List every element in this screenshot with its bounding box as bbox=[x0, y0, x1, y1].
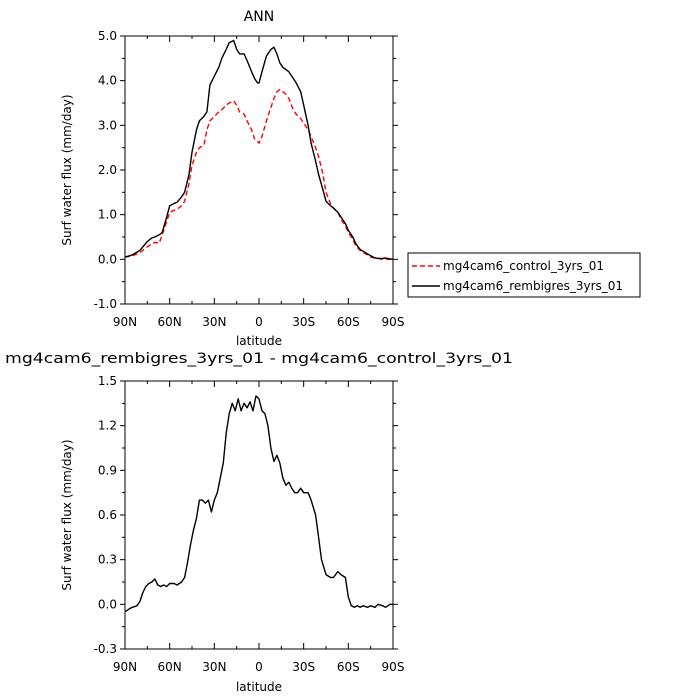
legend-label-rembigres: mg4cam6_rembigres_3yrs_01 bbox=[443, 279, 623, 293]
bottom-x-tick-label: 60S bbox=[337, 660, 360, 674]
top-panel-title: ANN bbox=[244, 9, 275, 25]
bottom-y-tick-label: 0.6 bbox=[98, 508, 117, 522]
bottom-y-tick-label: -0.3 bbox=[94, 642, 117, 656]
bottom-plot-frame bbox=[124, 380, 394, 650]
bottom-x-axis-label: latitude bbox=[236, 680, 282, 694]
top-x-tick-label: 30S bbox=[292, 315, 315, 329]
top-panel: ANN 90N 60N 30N 0 30S 60S 90S -1.0 0.0 1.0 2.0 3.0 4… bbox=[60, 9, 404, 348]
bottom-y-axis-label: Surf water flux (mm/day) bbox=[60, 439, 74, 590]
legend-label-control: mg4cam6_control_3yrs_01 bbox=[443, 259, 604, 273]
top-x-axis-label: latitude bbox=[236, 334, 282, 348]
top-y-tick-label: 2.0 bbox=[98, 163, 117, 177]
top-series-line-1 bbox=[124, 39, 394, 260]
legend-box bbox=[407, 252, 641, 298]
top-plot-frame bbox=[124, 35, 394, 305]
bottom-x-tick-label: 90S bbox=[382, 660, 405, 674]
bottom-y-tick-label: 1.5 bbox=[98, 374, 117, 388]
bottom-y-tick-label: 1.2 bbox=[98, 419, 117, 433]
bottom-x-tick-label: 60N bbox=[158, 660, 182, 674]
top-y-tick-label: 5.0 bbox=[98, 29, 117, 43]
top-y-tick-label: 3.0 bbox=[98, 118, 117, 132]
top-y-tick-label: 4.0 bbox=[98, 74, 117, 88]
top-x-tick-label: 0 bbox=[255, 315, 263, 329]
top-y-tick-label: 0.0 bbox=[98, 252, 117, 266]
bottom-y-tick-label: 0.3 bbox=[98, 553, 117, 567]
top-x-tick-label: 60S bbox=[337, 315, 360, 329]
top-y-axis-label: Surf water flux (mm/day) bbox=[60, 94, 74, 245]
bottom-x-tick-label: 30S bbox=[292, 660, 315, 674]
top-series-line-0 bbox=[124, 88, 393, 260]
bottom-y-tick-label: 0.0 bbox=[98, 597, 117, 611]
bottom-x-tick-label: 30N bbox=[202, 660, 226, 674]
bottom-y-tick-label: 0.9 bbox=[98, 463, 117, 477]
top-x-tick-label: 90S bbox=[382, 315, 405, 329]
top-x-tick-label: 60N bbox=[158, 315, 182, 329]
bottom-series-line-0 bbox=[124, 395, 393, 613]
bottom-x-tick-label: 0 bbox=[255, 660, 263, 674]
legend: mg4cam6_control_3yrs_01 mg4cam6_rembigre… bbox=[407, 252, 641, 298]
bottom-panel-title: mg4cam6_rembigres_3yrs_01 - mg4cam6_cont… bbox=[5, 351, 513, 367]
top-y-tick-label: -1.0 bbox=[94, 297, 117, 311]
bottom-panel: mg4cam6_rembigres_3yrs_01 - mg4cam6_cont… bbox=[5, 351, 513, 694]
top-y-tick-label: 1.0 bbox=[98, 208, 117, 222]
bottom-x-tick-label: 90N bbox=[113, 660, 137, 674]
top-x-tick-label: 30N bbox=[202, 315, 226, 329]
top-x-tick-label: 90N bbox=[113, 315, 137, 329]
